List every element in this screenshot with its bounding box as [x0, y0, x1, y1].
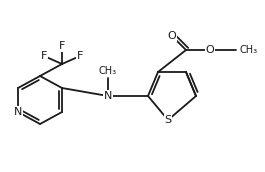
Text: F: F [41, 51, 47, 61]
Text: F: F [77, 51, 83, 61]
Text: O: O [206, 45, 214, 55]
Text: F: F [59, 41, 65, 51]
Text: S: S [165, 115, 171, 125]
Text: N: N [104, 91, 112, 101]
Text: CH₃: CH₃ [99, 66, 117, 76]
Text: N: N [14, 107, 22, 117]
Text: CH₃: CH₃ [239, 45, 257, 55]
Text: O: O [168, 31, 176, 41]
